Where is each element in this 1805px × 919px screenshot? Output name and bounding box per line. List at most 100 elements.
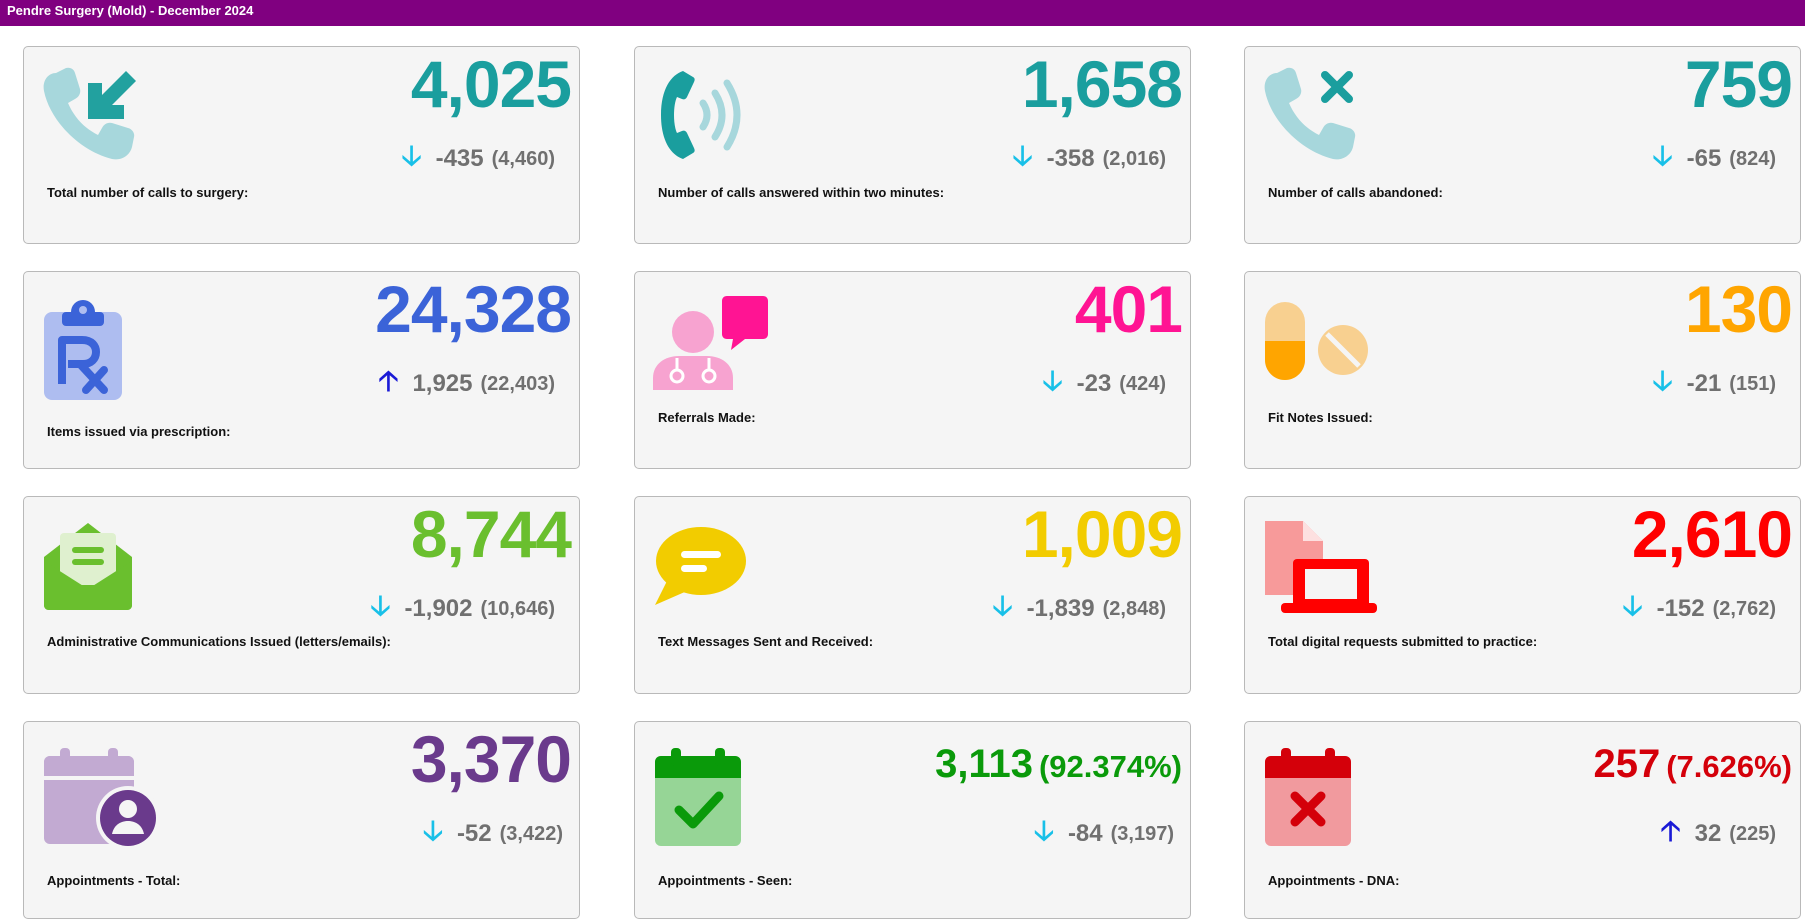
kpi-card-text-messages: 1,009 🡣 -1,839 (2,848) Text Messages Sen… (634, 496, 1191, 694)
change-value: 1,925 (412, 370, 473, 397)
kpi-label: Total digital requests submitted to prac… (1268, 634, 1538, 649)
kpi-change: 🡣 -65 (824) (1653, 135, 1777, 183)
kpi-card-appointments-dna: 257 (7.626%) 🡡 32 (225) Appointments - DN… (1244, 721, 1801, 919)
kpi-card-digital-requests: 2,610 🡣 -152 (2,762) Total digital reque… (1244, 496, 1801, 694)
change-value: -84 (1067, 820, 1103, 847)
kpi-change: 🡣 -84 (3,197) (1034, 810, 1174, 858)
change-value: -435 (435, 145, 484, 172)
kpi-percent: (92.374%) (1038, 749, 1182, 784)
kpi-value: 130 (1684, 272, 1793, 346)
kpi-value: 8,744 (410, 497, 572, 571)
change-value: -152 (1656, 595, 1705, 622)
arrow-down-icon: 🡣 (422, 815, 443, 846)
pills-icon (1263, 300, 1369, 382)
kpi-value: 401 (1074, 272, 1183, 346)
ringing-phone-icon (653, 67, 749, 163)
previous-value: (10,646) (480, 597, 556, 620)
arrow-down-icon: 🡣 (1622, 590, 1643, 621)
missed-call-icon (1263, 67, 1359, 163)
kpi-value: 2,610 (1631, 497, 1793, 571)
open-envelope-icon (42, 519, 134, 611)
kpi-card-appointments-total: 3,370 🡣 -52 (3,422) Appointments - Total… (23, 721, 580, 919)
previous-value: (2,762) (1712, 597, 1776, 620)
kpi-label: Appointments - Seen: (658, 873, 793, 888)
kpi-value: 1,009 (1021, 497, 1183, 571)
kpi-card-appointments-seen: 3,113 (92.374%) 🡣 -84 (3,197) Appointment… (634, 721, 1191, 919)
previous-value: (22,403) (480, 372, 556, 395)
previous-value: (2,848) (1102, 597, 1166, 620)
kpi-percent: (7.626%) (1666, 749, 1792, 784)
kpi-change: 🡣 -52 (3,422) (423, 810, 563, 858)
calendar-user-icon (42, 746, 160, 850)
kpi-value: 4,025 (410, 47, 572, 121)
kpi-card-admin-communications: 8,744 🡣 -1,902 (10,646) Administrative C… (23, 496, 580, 694)
kpi-value: 3,113 (935, 742, 1033, 786)
arrow-up-icon: 🡡 (1660, 815, 1681, 846)
previous-value: (824) (1729, 147, 1776, 170)
kpi-change: 🡣 -358 (2,016) (1012, 135, 1166, 183)
kpi-value: 3,370 (410, 722, 572, 796)
change-value: -52 (456, 820, 492, 847)
arrow-down-icon: 🡣 (401, 140, 422, 171)
change-value: -1,902 (404, 595, 473, 622)
previous-value: (4,460) (491, 147, 555, 170)
previous-value: (3,422) (499, 822, 563, 845)
arrow-up-icon: 🡡 (378, 365, 399, 396)
kpi-change: 🡡 32 (225) (1660, 810, 1776, 858)
arrow-down-icon: 🡣 (1012, 140, 1033, 171)
incoming-call-icon (42, 67, 138, 163)
kpi-value: 24,328 (375, 272, 572, 346)
kpi-card-calls-answered: 1,658 🡣 -358 (2,016) Number of calls ans… (634, 46, 1191, 244)
kpi-value-group: 257 (7.626%) (1593, 744, 1792, 784)
change-value: 32 (1694, 820, 1722, 847)
kpi-change: 🡣 -1,839 (2,848) (992, 585, 1166, 633)
calendar-cross-icon (1263, 746, 1353, 848)
arrow-down-icon: 🡣 (370, 590, 391, 621)
kpi-label: Fit Notes Issued: (1268, 410, 1373, 425)
kpi-value-group: 3,113 (92.374%) (935, 744, 1182, 784)
kpi-card-referrals: 401 🡣 -23 (424) Referrals Made: (634, 271, 1191, 469)
kpi-label: Administrative Communications Issued (le… (47, 634, 391, 649)
kpi-change: 🡣 -435 (4,460) (401, 135, 555, 183)
kpi-card-prescriptions: 24,328 🡡 1,925 (22,403) Items issued via… (23, 271, 580, 469)
kpi-change: 🡣 -152 (2,762) (1622, 585, 1776, 633)
kpi-value: 759 (1684, 47, 1793, 121)
arrow-down-icon: 🡣 (1652, 365, 1673, 396)
kpi-label: Appointments - Total: (47, 873, 181, 888)
kpi-change: 🡣 -1,902 (10,646) (370, 585, 555, 633)
speech-bubble-icon (653, 525, 747, 609)
change-value: -358 (1046, 145, 1095, 172)
arrow-down-icon: 🡣 (1042, 365, 1063, 396)
kpi-change: 🡣 -21 (151) (1653, 360, 1777, 408)
prescription-clipboard-icon (42, 298, 126, 402)
dashboard-title: Pendre Surgery (Mold) - December 2024 (0, 0, 1805, 26)
kpi-card-calls-abandoned: 759 🡣 -65 (824) Number of calls abandone… (1244, 46, 1801, 244)
kpi-label: Items issued via prescription: (47, 424, 231, 439)
kpi-label: Referrals Made: (658, 410, 756, 425)
arrow-down-icon: 🡣 (992, 590, 1013, 621)
previous-value: (3,197) (1110, 822, 1174, 845)
kpi-value: 257 (1593, 742, 1661, 786)
change-value: -1,839 (1026, 595, 1095, 622)
arrow-down-icon: 🡣 (1033, 815, 1054, 846)
laptop-document-icon (1263, 519, 1381, 615)
change-value: -23 (1076, 370, 1112, 397)
arrow-down-icon: 🡣 (1652, 140, 1673, 171)
doctor-chat-icon (653, 294, 769, 390)
kpi-label: Total number of calls to surgery: (47, 185, 249, 200)
kpi-label: Text Messages Sent and Received: (658, 634, 874, 649)
kpi-value: 1,658 (1021, 47, 1183, 121)
previous-value: (151) (1729, 372, 1776, 395)
kpi-label: Appointments - DNA: (1268, 873, 1400, 888)
kpi-change: 🡣 -23 (424) (1043, 360, 1167, 408)
kpi-card-fit-notes: 130 🡣 -21 (151) Fit Notes Issued: (1244, 271, 1801, 469)
previous-value: (424) (1119, 372, 1166, 395)
previous-value: (225) (1729, 822, 1776, 845)
kpi-label: Number of calls abandoned: (1268, 185, 1443, 200)
kpi-card-total-calls: 4,025 🡣 -435 (4,460) Total number of cal… (23, 46, 580, 244)
change-value: -21 (1686, 370, 1722, 397)
previous-value: (2,016) (1102, 147, 1166, 170)
calendar-check-icon (653, 746, 743, 848)
change-value: -65 (1686, 145, 1722, 172)
kpi-label: Number of calls answered within two minu… (658, 185, 945, 200)
